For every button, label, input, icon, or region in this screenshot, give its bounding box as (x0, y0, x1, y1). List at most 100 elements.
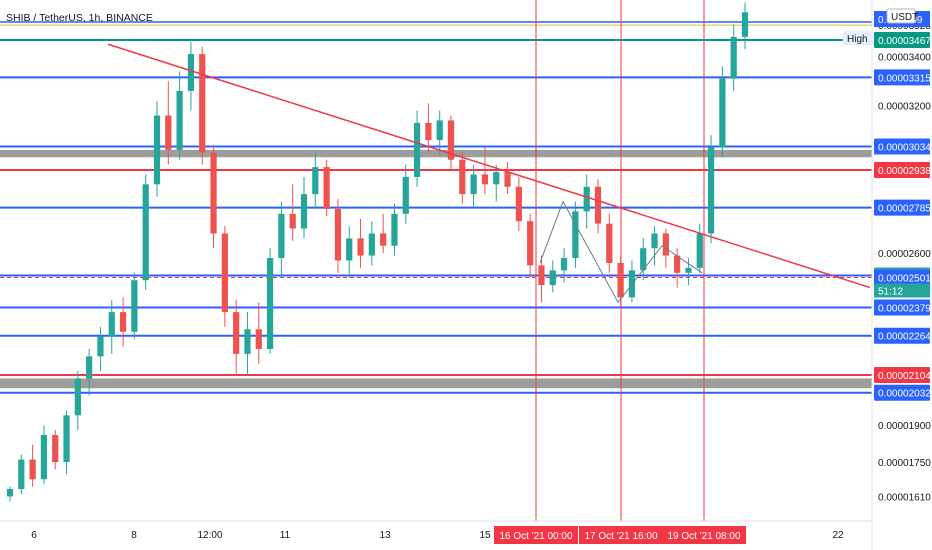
gray-zone-1 (0, 378, 872, 389)
trendline-group (107, 43, 871, 304)
time-tick-label: 15 (479, 530, 491, 541)
gray-zones (0, 149, 872, 389)
countdown-bg (874, 283, 930, 298)
candle-body-2 (29, 459, 36, 480)
candle-body-51 (583, 186, 590, 212)
level-badge-4-bg (874, 162, 930, 179)
level-badge-2-bg (874, 69, 930, 86)
chart-title: SHIB / TetherUS, 1h, BINANCE (6, 12, 153, 24)
level-badge-11-text: 0.00002032 (878, 389, 931, 400)
time-tick-label: 8 (131, 530, 137, 541)
candle-body-12 (142, 184, 149, 281)
candle-body-64 (730, 36, 737, 79)
candle-body-56 (640, 248, 647, 271)
date-badge-text-0: 16 Oct '21 00:00 (499, 531, 573, 542)
candle-body-0 (6, 489, 14, 497)
candle-body-31 (357, 238, 364, 256)
time-tick-label: 11 (280, 530, 291, 541)
candle-body-63 (719, 78, 726, 148)
candle-body-30 (346, 238, 353, 261)
pattern-drawing (539, 200, 703, 304)
level-badge-8-text: 0.00002379 (878, 303, 931, 314)
candle-body-11 (131, 280, 138, 332)
candle-body-53 (606, 223, 613, 263)
level-badge-9-bg (874, 327, 930, 344)
candle-body-9 (108, 312, 115, 337)
level-badge-11-bg (874, 384, 930, 401)
candle-body-38 (436, 120, 443, 141)
candle-body-23 (266, 258, 274, 349)
candle-body-24 (278, 213, 285, 259)
level-badge-10-text: 0.00002104 (878, 371, 931, 382)
candle-body-16 (187, 54, 195, 91)
date-badge-bg-0 (494, 526, 578, 544)
level-badge-5-text: 0.00002785 (878, 204, 931, 215)
high-label-bg (843, 31, 873, 45)
candle-body-1 (18, 459, 25, 490)
candle-body-21 (244, 329, 251, 354)
level-badge-1-text: 0.00003467 (878, 36, 931, 47)
horizontal-levels (0, 21, 872, 394)
level-badge-8-bg (874, 299, 930, 316)
price-tick-label: 0.00001750 (878, 458, 931, 469)
candle-body-65 (741, 12, 749, 37)
date-badges: 16 Oct '21 00:00 17 Oct '21 16:00 19 Oct '… (494, 526, 746, 544)
candle-body-10 (119, 312, 127, 332)
time-tick-label: 13 (379, 530, 391, 541)
gray-zone-0 (0, 149, 872, 158)
price-tick-label: 0.00003400 (878, 53, 931, 64)
level-badge-3-bg (874, 138, 930, 155)
candle-body-13 (153, 115, 161, 185)
candle-body-18 (210, 152, 217, 234)
price-tick-label: 0.00002600 (878, 249, 931, 260)
time-tick-label: 6 (31, 530, 37, 541)
level-badge-2-text: 0.00003315 (878, 73, 931, 84)
candle-body-28 (323, 167, 330, 209)
candle-body-36 (413, 122, 421, 177)
time-axis[interactable]: 6 8 12:00 11 13 15 22 (31, 530, 844, 541)
level-badge-5-bg (874, 199, 930, 216)
level-badge-7-text: 0.00002501 (878, 273, 931, 284)
high-label: High (847, 34, 868, 45)
level-badge-3-text: 0.00003034 (878, 142, 931, 153)
candle-body-49 (560, 258, 568, 271)
price-axis[interactable]: 0.00003400 0.00003200 0.00002600 0.00001900… (878, 53, 931, 504)
candle-body-47 (538, 265, 545, 286)
candle-body-44 (504, 172, 511, 187)
candle-body-58 (662, 233, 669, 256)
date-badge-bg-2 (662, 526, 746, 544)
candle-body-57 (651, 233, 658, 249)
candle-body-34 (391, 213, 398, 246)
level-badge-1-bg (874, 32, 930, 49)
currency-badge-bg (886, 8, 916, 24)
time-tick-label: 22 (832, 530, 844, 541)
candle-body-50 (572, 211, 579, 259)
candle-body-41 (470, 174, 477, 195)
candle-body-29 (334, 208, 342, 261)
candle-body-27 (312, 167, 319, 195)
candle-body-14 (165, 115, 172, 150)
candle-body-4 (52, 434, 59, 463)
candle-body-59 (674, 255, 681, 273)
price-tick-label: 0.00001610 (878, 492, 931, 503)
date-badge-bg-1 (579, 526, 663, 544)
candle-body-37 (425, 122, 432, 141)
time-tick-label: 12:00 (197, 530, 222, 541)
level-badge-7-bg (874, 269, 930, 286)
candle-body-19 (221, 233, 228, 313)
candle-body-20 (233, 312, 240, 354)
candle-body-60 (685, 267, 692, 273)
candle-body-32 (368, 233, 375, 256)
candle-body-46 (527, 221, 534, 266)
price-tick-label: 0.00001900 (878, 421, 931, 432)
candle-body-45 (515, 186, 522, 222)
price-badges: 0.000035280.000034670.000033150.00003034… (843, 8, 931, 401)
candle-body-33 (380, 233, 387, 246)
candle-body-39 (447, 120, 455, 160)
countdown-text: 51:12 (878, 286, 903, 297)
candle-body-17 (199, 54, 206, 153)
date-badge-text-2: 19 Oct '21 08:00 (667, 531, 741, 542)
candle-body-5 (63, 415, 70, 463)
date-badge-text-1: 17 Oct '21 16:00 (584, 531, 658, 542)
